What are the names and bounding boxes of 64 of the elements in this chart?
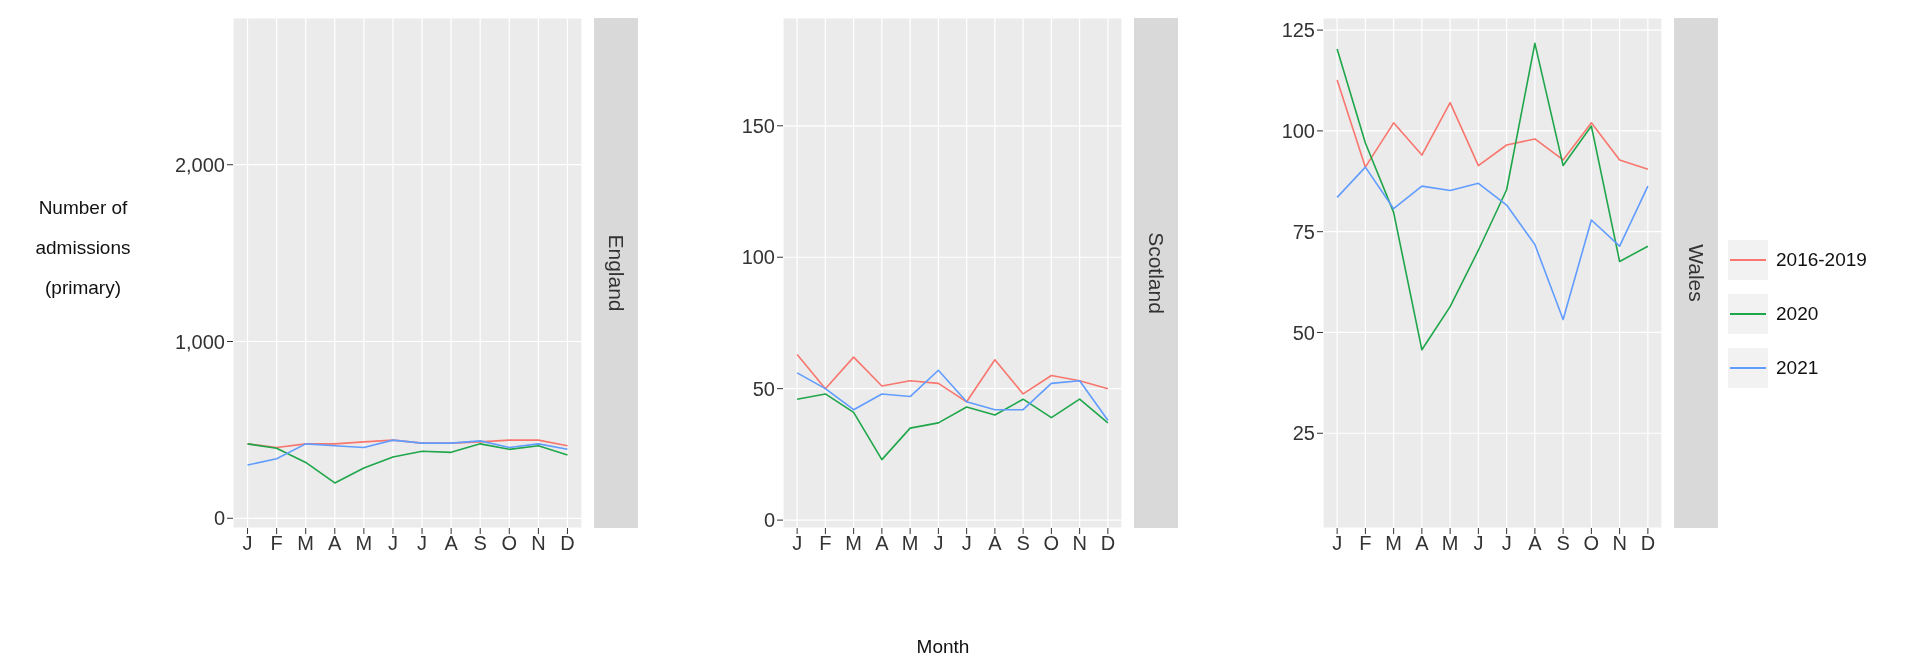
x-tick-label: O	[1583, 532, 1600, 555]
x-tick-label: J	[1332, 532, 1343, 555]
x-tick-label: O	[501, 532, 518, 555]
x-tick-label: J	[961, 532, 972, 555]
y-tick-label: 150	[741, 114, 775, 137]
x-tick-label: O	[1043, 532, 1060, 555]
x-tick-label: D	[1100, 532, 1116, 555]
line-series	[246, 439, 569, 466]
x-tick-label: S	[1016, 532, 1030, 555]
x-tick-label: S	[1556, 532, 1570, 555]
x-tick-label: D	[1640, 532, 1656, 555]
line-series	[1336, 42, 1649, 351]
x-tick-label: D	[560, 532, 575, 555]
x-tick-label: A	[988, 532, 1003, 555]
x-tick-label: J	[387, 532, 398, 555]
line-series	[796, 393, 1109, 461]
legend-label: 2016-2019	[1776, 249, 1867, 271]
x-tick-label: N	[1612, 532, 1627, 555]
x-tick-label: F	[1359, 532, 1372, 555]
x-tick-label: J	[933, 532, 944, 555]
x-tick-label: M	[355, 532, 373, 555]
line-series	[1336, 79, 1649, 170]
x-tick-label: M	[1441, 532, 1459, 555]
legend-label: 2021	[1776, 357, 1819, 379]
x-tick-label: A	[328, 532, 343, 555]
x-tick-label: J	[1501, 532, 1512, 555]
y-tick-label: 50	[1292, 321, 1315, 344]
x-axis-title: Month	[915, 636, 971, 658]
y-tick-label: 100	[741, 246, 775, 269]
line-series	[796, 353, 1109, 403]
x-tick-label: N	[531, 532, 546, 555]
y-tick-label: 2,000	[174, 153, 225, 176]
x-tick-label: J	[417, 532, 428, 555]
x-tick-label: J	[792, 532, 803, 555]
text: England	[604, 234, 628, 312]
x-tick-label: M	[845, 532, 862, 555]
x-tick-label: J	[1473, 532, 1484, 555]
y-tick-label: 0	[763, 509, 775, 532]
y-tick-label: 100	[1281, 119, 1315, 142]
x-tick-label: J	[242, 532, 253, 555]
y-tick-label: 1,000	[174, 330, 225, 353]
text: Wales	[1684, 244, 1708, 302]
line-series	[1336, 166, 1649, 321]
text: Scotland	[1144, 232, 1168, 314]
x-tick-label: A	[1415, 532, 1430, 555]
x-tick-label: M	[297, 532, 315, 555]
y-axis-title: Number of admissions (primary)	[34, 196, 132, 300]
x-tick-label: A	[1528, 532, 1543, 555]
x-tick-label: A	[444, 532, 459, 555]
y-tick-label: 125	[1281, 19, 1315, 42]
line-series	[246, 443, 569, 484]
y-tick-label: 0	[213, 507, 225, 530]
x-tick-label: F	[819, 532, 832, 555]
x-tick-label: M	[901, 532, 919, 555]
x-tick-label: N	[1072, 532, 1087, 555]
legend-label: 2020	[1776, 303, 1819, 325]
x-tick-label: F	[270, 532, 283, 555]
x-tick-label: A	[875, 532, 890, 555]
y-tick-label: 75	[1292, 220, 1315, 243]
x-tick-label: M	[1385, 532, 1402, 555]
line-series	[796, 369, 1109, 422]
y-tick-label: 25	[1292, 422, 1315, 445]
x-tick-label: S	[473, 532, 487, 555]
y-tick-label: 50	[752, 377, 775, 400]
